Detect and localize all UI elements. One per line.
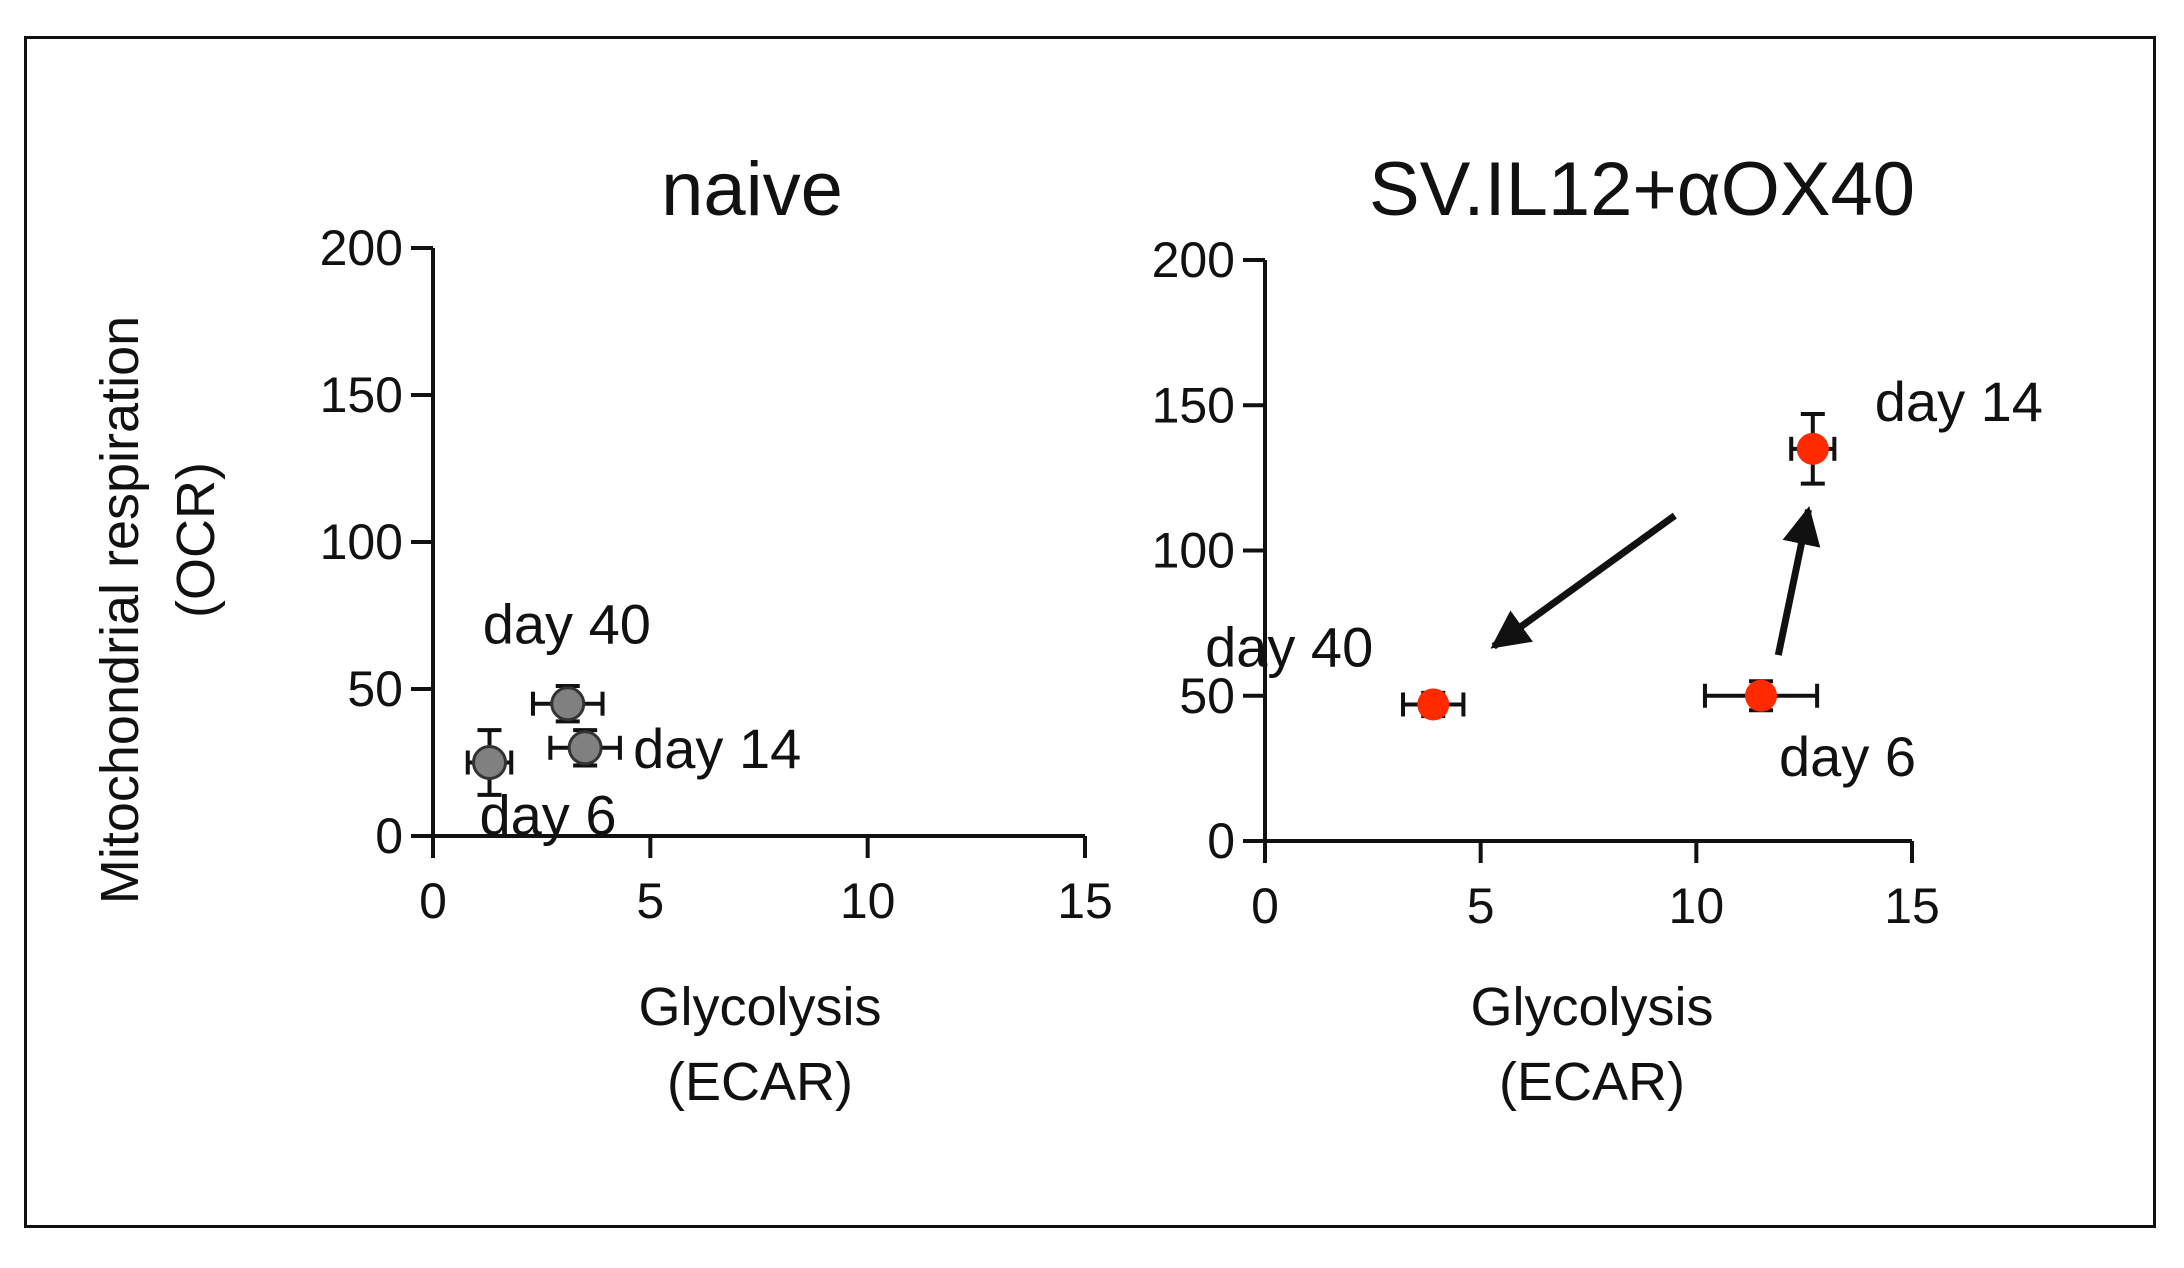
naive-x-tick-label: 5 <box>636 873 664 929</box>
figure-frame <box>24 36 2156 1228</box>
treated-x-tick-label: 10 <box>1669 878 1725 934</box>
y-axis-label-unit: (OCR) <box>166 462 226 618</box>
treated-data-points: day 6 day 14 day 40 <box>1205 370 2043 788</box>
treated-x-axis-label-unit: (ECAR) <box>1499 1052 1685 1112</box>
naive-y-tick-label: 150 <box>320 367 403 423</box>
treated-label-day-14: day 14 <box>1875 370 2043 433</box>
treated-y-tick-label: 200 <box>1152 232 1235 288</box>
naive-y-tick-label: 100 <box>320 514 403 570</box>
treated-y-tick-label: 150 <box>1152 377 1235 433</box>
treated-point-day-14: day 14 <box>1789 370 2043 486</box>
treated-y-tick-label: 100 <box>1152 523 1235 579</box>
treated-y-tick-label: 0 <box>1207 813 1235 869</box>
naive-panel-title: naive <box>661 147 843 232</box>
treated-x-tick-label: 0 <box>1251 878 1279 934</box>
treated-y-tick-label: 50 <box>1179 668 1235 724</box>
treated-x-axis-label: Glycolysis <box>1470 977 1713 1037</box>
naive-marker-day-40 <box>550 686 586 722</box>
naive-x-axis-label: Glycolysis <box>638 977 881 1037</box>
naive-x-tick-label: 15 <box>1057 873 1113 929</box>
naive-x-tick-label: 0 <box>419 873 447 929</box>
treated-trajectory-arrow <box>1774 506 1821 656</box>
treated-label-day-40: day 40 <box>1205 615 1373 678</box>
treated-x-tick-label: 5 <box>1467 878 1495 934</box>
treated-x-ticks: 0 5 10 15 <box>1251 841 1940 934</box>
naive-point-day-14: day 14 <box>548 717 801 780</box>
naive-data-points: day 6 day 14 day 40 <box>465 593 801 847</box>
naive-label-day-40: day 40 <box>483 593 651 656</box>
treated-marker-day-40 <box>1417 688 1450 721</box>
y-axis-label: Mitochondrial respiration <box>90 316 150 904</box>
naive-y-tick-label: 200 <box>320 220 403 276</box>
treated-marker-day-14 <box>1796 432 1829 465</box>
treated-point-day-40: day 40 <box>1205 615 1466 721</box>
treated-x-tick-label: 15 <box>1884 878 1940 934</box>
treated-trajectory-arrow <box>1490 512 1677 650</box>
naive-point-day-40: day 40 <box>483 593 651 724</box>
treated-y-ticks: 0 50 100 150 200 <box>1152 232 1265 869</box>
naive-y-ticks: 0 50 100 150 200 <box>320 220 433 864</box>
treated-panel-title: SV.IL12+αOX40 <box>1369 147 1915 232</box>
naive-x-ticks: 0 5 10 15 <box>419 836 1113 929</box>
naive-label-day-6: day 6 <box>480 784 617 847</box>
naive-label-day-14: day 14 <box>633 717 801 780</box>
treated-marker-day-6 <box>1745 679 1778 712</box>
naive-y-tick-label: 50 <box>347 661 403 717</box>
treated-arrows <box>1490 506 1821 656</box>
treated-label-day-6: day 6 <box>1779 725 1916 788</box>
naive-point-day-6: day 6 <box>465 728 617 847</box>
naive-y-tick-label: 0 <box>375 808 403 864</box>
treated-point-day-6: day 6 <box>1702 679 1916 788</box>
naive-x-tick-label: 10 <box>840 873 896 929</box>
naive-x-axis-label-unit: (ECAR) <box>667 1052 853 1112</box>
naive-marker-day-14 <box>567 730 603 766</box>
naive-marker-day-6 <box>472 745 508 780</box>
